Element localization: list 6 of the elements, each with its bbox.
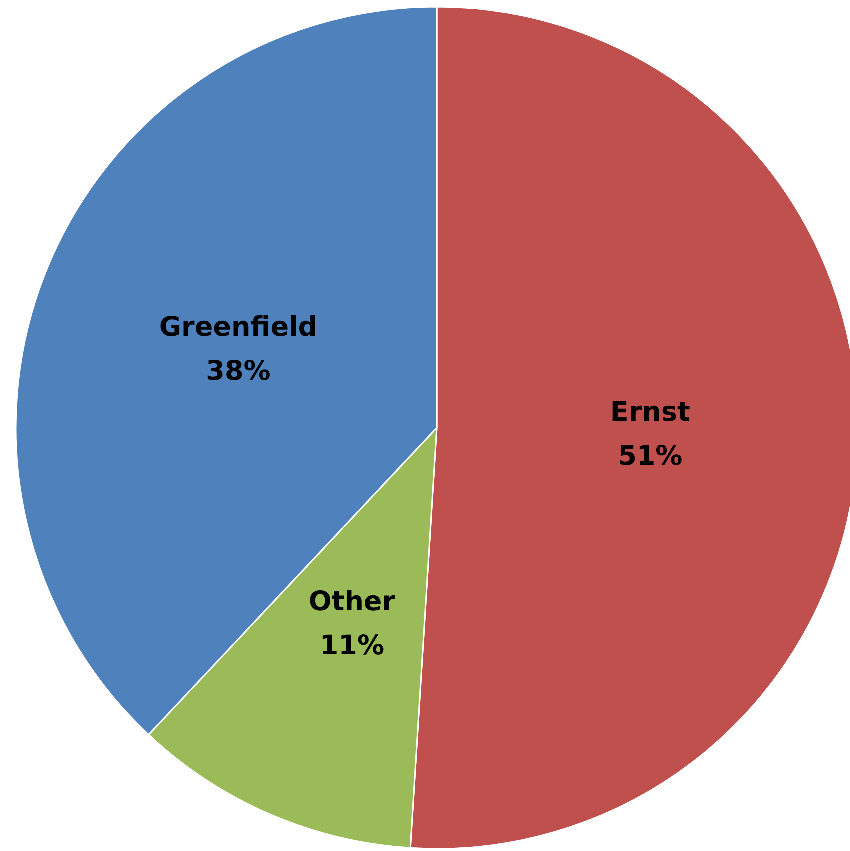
slice-label: Ernst bbox=[610, 397, 690, 428]
slice-label: Greenfield bbox=[159, 312, 318, 343]
data-label: 11% bbox=[320, 630, 385, 662]
data-label: 38% bbox=[206, 356, 271, 387]
data-label: 51% bbox=[618, 441, 683, 472]
slice-label: Other bbox=[308, 586, 396, 618]
